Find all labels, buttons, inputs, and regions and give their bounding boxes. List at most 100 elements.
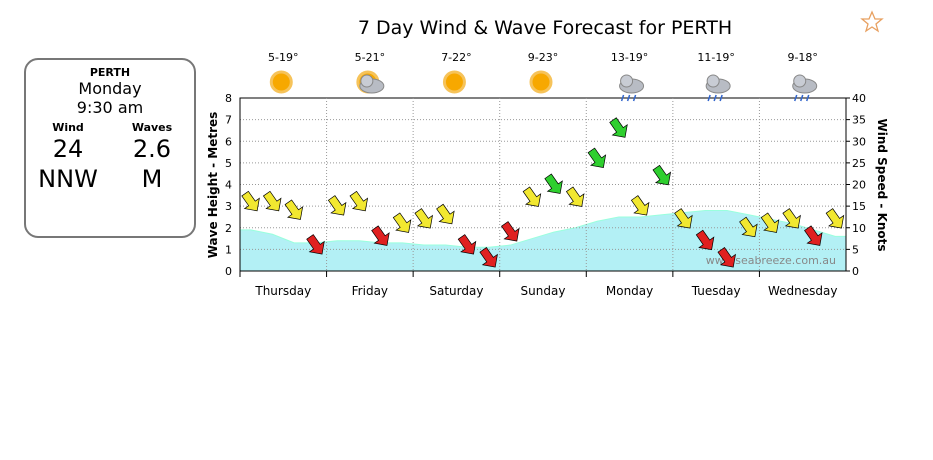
temperature: 5-19° bbox=[268, 51, 298, 64]
sun bbox=[529, 70, 553, 94]
y-tick-label: 0 bbox=[225, 265, 232, 278]
rain bbox=[713, 94, 717, 102]
weather-icon bbox=[619, 74, 645, 102]
y2-tick-label: 15 bbox=[852, 200, 866, 213]
weather-icon bbox=[792, 74, 818, 102]
cloud bbox=[620, 74, 634, 88]
wind-arrow bbox=[782, 208, 801, 229]
wind-arrow bbox=[436, 203, 455, 225]
wind-arrow bbox=[306, 234, 325, 255]
y2-tick-label: 40 bbox=[852, 92, 866, 105]
weather-icon bbox=[529, 70, 553, 94]
temperature: 13-19° bbox=[611, 51, 648, 64]
wind-arrow bbox=[262, 190, 282, 212]
wind-label: Wind bbox=[52, 121, 84, 134]
watermark: www.seabreeze.com.au bbox=[706, 254, 836, 267]
x-tick-label: Wednesday bbox=[768, 284, 837, 298]
temperature: 9-18° bbox=[787, 51, 817, 64]
temperature: 5-21° bbox=[355, 51, 385, 64]
wind-arrow bbox=[804, 225, 823, 246]
rain bbox=[806, 94, 810, 102]
wind-arrow bbox=[565, 186, 585, 207]
y2-tick-label: 20 bbox=[852, 179, 866, 192]
y2-tick-label: 25 bbox=[852, 157, 866, 170]
wind-arrow bbox=[717, 247, 736, 268]
wind-arrow bbox=[825, 208, 845, 229]
wind-arrow bbox=[587, 147, 607, 168]
rain bbox=[800, 94, 804, 102]
y2-tick-label: 10 bbox=[852, 222, 866, 235]
rain bbox=[632, 94, 637, 102]
rain bbox=[707, 94, 711, 102]
y2-tick-label: 35 bbox=[852, 114, 866, 127]
wind-arrow bbox=[760, 212, 780, 233]
weather-icon bbox=[442, 70, 466, 94]
temperature: 11-19° bbox=[697, 51, 734, 64]
x-tick-label: Monday bbox=[606, 284, 653, 298]
day: Monday bbox=[78, 79, 142, 98]
x-tick-label: Friday bbox=[352, 284, 388, 298]
location: PERTH bbox=[89, 66, 131, 79]
wind-arrow bbox=[501, 221, 520, 242]
wind-arrow bbox=[392, 212, 412, 233]
time: 9:30 am bbox=[76, 98, 144, 117]
current-conditions: PERTH Monday 9:30 am Wind Waves 24 2.6 N… bbox=[24, 58, 196, 238]
chart-title: 7 Day Wind & Wave Forecast for PERTH bbox=[358, 17, 732, 39]
y-tick-label: 4 bbox=[225, 179, 232, 192]
cloud bbox=[360, 74, 374, 88]
wind-arrow bbox=[479, 247, 498, 268]
sun bbox=[442, 70, 466, 94]
wind-arrow bbox=[739, 216, 758, 238]
plot-frame bbox=[239, 97, 847, 272]
y-tick-label: 5 bbox=[225, 157, 232, 170]
sun bbox=[269, 70, 293, 94]
wind-arrow bbox=[371, 225, 390, 246]
y-axis-title: Wave Height - Metres bbox=[206, 112, 220, 259]
wind-arrow bbox=[327, 195, 347, 216]
wind-arrow bbox=[414, 208, 433, 229]
wind-arrow bbox=[349, 190, 369, 212]
weather-icon bbox=[705, 74, 731, 102]
wind-arrow bbox=[630, 195, 650, 216]
rain bbox=[626, 94, 631, 102]
rain bbox=[719, 94, 723, 102]
wind-arrow bbox=[695, 229, 715, 251]
wind-direction: NNW bbox=[38, 165, 98, 193]
y2-tick-label: 5 bbox=[852, 243, 859, 256]
x-tick-label: Tuesday bbox=[691, 284, 741, 298]
x-tick-label: Sunday bbox=[521, 284, 566, 298]
y-tick-label: 1 bbox=[225, 243, 232, 256]
rain bbox=[794, 94, 798, 102]
y2-tick-label: 0 bbox=[852, 265, 859, 278]
y-tick-label: 8 bbox=[225, 92, 232, 105]
weather-icon bbox=[269, 70, 293, 94]
y2-axis-title: Wind Speed - Knots bbox=[875, 118, 889, 251]
cloud bbox=[793, 74, 807, 88]
wind-arrow bbox=[457, 234, 477, 255]
rain bbox=[620, 94, 625, 102]
wind-arrow bbox=[284, 199, 304, 220]
waves-label: Waves bbox=[131, 121, 173, 134]
favourite-star[interactable] bbox=[860, 10, 884, 33]
y-tick-label: 3 bbox=[225, 200, 232, 213]
temperature: 7-22° bbox=[441, 51, 471, 64]
weather-icon bbox=[356, 70, 385, 94]
y-tick-label: 6 bbox=[225, 135, 232, 148]
y2-tick-label: 30 bbox=[852, 135, 866, 148]
wave-height: 2.6 bbox=[132, 135, 172, 163]
wind-arrow bbox=[544, 173, 563, 194]
x-tick-label: Thursday bbox=[254, 284, 311, 298]
x-tick-label: Saturday bbox=[429, 284, 483, 298]
temperature: 9-23° bbox=[528, 51, 558, 64]
y-tick-label: 2 bbox=[225, 222, 232, 235]
wind-arrow bbox=[522, 186, 542, 207]
wind-arrow bbox=[674, 208, 693, 229]
wind-arrow bbox=[609, 117, 628, 138]
y-tick-label: 7 bbox=[225, 114, 232, 127]
wave-unit: M bbox=[141, 165, 163, 193]
wind-speed: 24 bbox=[52, 135, 84, 163]
wind-arrow bbox=[241, 190, 260, 212]
wind-arrow bbox=[652, 164, 672, 186]
